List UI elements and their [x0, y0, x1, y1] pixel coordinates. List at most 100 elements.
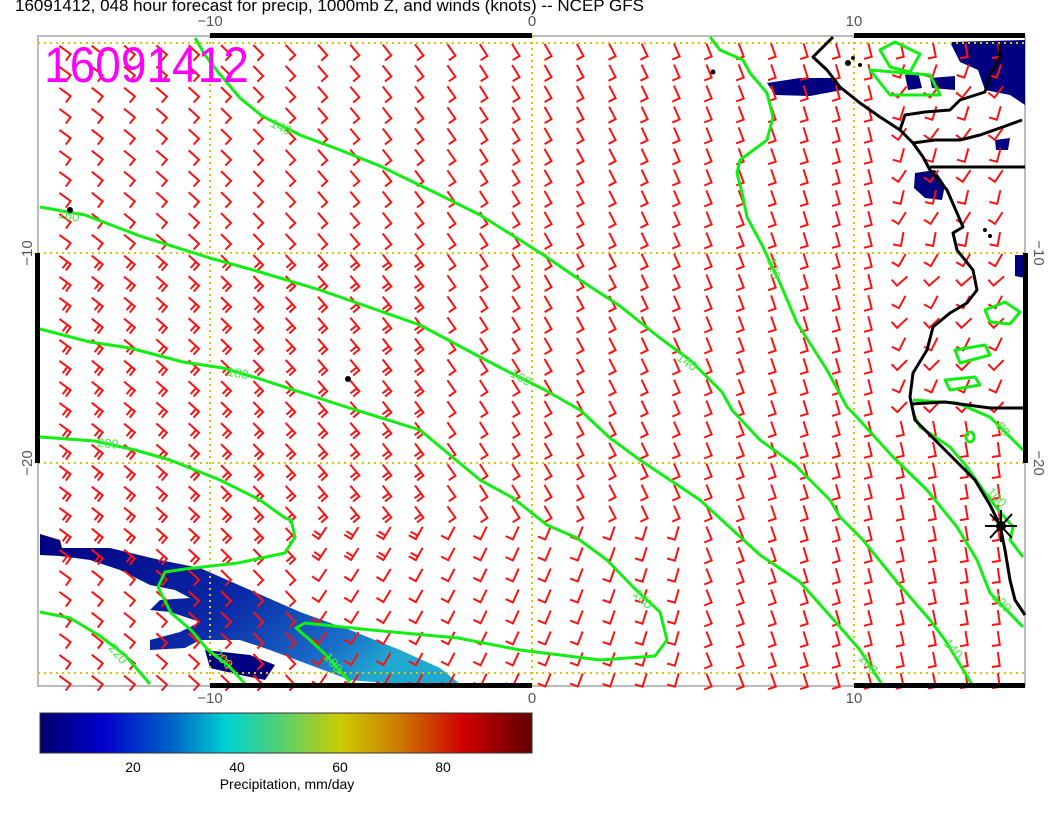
wind-barb: [639, 232, 649, 250]
wind-barb: [956, 106, 970, 121]
wind-barb: [602, 631, 616, 646]
wind-barb: [375, 568, 392, 583]
wind-barb: [155, 485, 169, 503]
wind-barb: [375, 652, 392, 667]
wind-barb: [576, 253, 585, 271]
x-tick-top: −10: [197, 13, 222, 30]
wind-barb: [608, 169, 617, 187]
wind-barb: [639, 274, 649, 292]
wind-barb: [220, 632, 233, 650]
wind-barb: [91, 611, 105, 629]
wind-barb: [831, 274, 841, 291]
wind-barb: [767, 484, 777, 502]
wind-barb: [123, 254, 137, 272]
colorbar-tick: 60: [332, 759, 348, 775]
wind-barb: [831, 463, 841, 480]
wind-barb: [478, 85, 489, 104]
wind-barb: [317, 317, 329, 335]
wind-barb: [703, 610, 713, 628]
wind-barb: [414, 232, 425, 251]
wind-barb: [735, 505, 745, 523]
wind-barb: [703, 274, 713, 292]
wind-barb: [123, 590, 137, 608]
wind-barb: [58, 444, 72, 461]
wind-barb: [511, 337, 521, 356]
wind-barb: [381, 337, 393, 356]
wind-barb: [511, 316, 521, 335]
wind-barb: [155, 128, 169, 146]
wind-barb: [187, 170, 201, 188]
wind-barb: [703, 673, 713, 691]
wind-barb: [767, 379, 777, 397]
wind-barb: [317, 107, 329, 125]
wind-barb: [381, 85, 393, 104]
wind-barb: [284, 65, 297, 83]
wind-barb: [381, 127, 393, 146]
wind-barb: [284, 632, 297, 650]
wind-barb: [703, 484, 713, 502]
wind-barb: [639, 421, 649, 439]
wind-barb: [284, 653, 297, 671]
wind-barb: [252, 128, 265, 146]
wind-barb: [414, 337, 425, 356]
wind-barb: [767, 127, 777, 145]
wind-barb: [924, 189, 937, 205]
wind-barb: [155, 170, 169, 188]
wind-barb: [831, 547, 841, 564]
wind-barb: [414, 295, 425, 314]
wind-barb: [634, 673, 648, 688]
wind-barb: [543, 337, 553, 355]
wind-barb: [543, 484, 553, 502]
wind-barb: [414, 400, 425, 419]
wind-barb: [187, 149, 201, 167]
wind-barb: [895, 441, 905, 459]
wind-barb: [735, 652, 745, 670]
wind-barb: [284, 611, 297, 629]
wind-barb: [956, 189, 970, 205]
wind-barb: [220, 443, 233, 461]
wind-barb: [799, 442, 809, 460]
wind-barb: [671, 316, 681, 334]
wind-barb: [446, 358, 457, 377]
wind-barb: [863, 294, 873, 312]
wind-barb: [831, 169, 841, 186]
wind-barb: [863, 231, 873, 249]
wind-barb: [91, 317, 105, 335]
wind-barb: [799, 190, 809, 208]
wind-barb: [576, 64, 585, 82]
wind-barb: [58, 591, 72, 608]
wind-barb: [478, 64, 489, 83]
wind-barb: [446, 379, 457, 398]
wind-barb: [446, 505, 457, 524]
wind-barb: [381, 43, 393, 62]
wind-barb: [511, 253, 521, 272]
wind-barb: [317, 380, 329, 398]
wind-barb: [767, 421, 777, 439]
wind-barb: [155, 506, 169, 524]
wind-barb: [608, 64, 617, 82]
wind-barb: [895, 609, 905, 627]
wind-barb: [988, 337, 1003, 352]
wind-barb: [446, 232, 457, 251]
wind-barb: [895, 42, 905, 60]
wind-barb: [311, 631, 328, 646]
wind-barb: [671, 106, 681, 124]
wind-barb: [927, 630, 937, 648]
wind-barb: [831, 85, 841, 102]
wind-barb: [735, 64, 745, 82]
wind-barb: [955, 169, 972, 184]
wind-barb: [537, 631, 552, 646]
wind-barb: [989, 189, 1002, 205]
wind-barb: [311, 547, 328, 562]
wind-barb: [252, 86, 265, 104]
wind-barb: [155, 149, 169, 167]
wind-barb: [767, 316, 777, 334]
wind-barb: [408, 610, 424, 625]
wind-barb: [831, 610, 841, 627]
wind-barb: [703, 358, 713, 376]
wind-barb: [987, 211, 1004, 226]
wind-barb: [58, 381, 72, 398]
wind-barb: [381, 211, 393, 230]
wind-barb: [767, 337, 777, 355]
wind-barb: [735, 421, 745, 439]
